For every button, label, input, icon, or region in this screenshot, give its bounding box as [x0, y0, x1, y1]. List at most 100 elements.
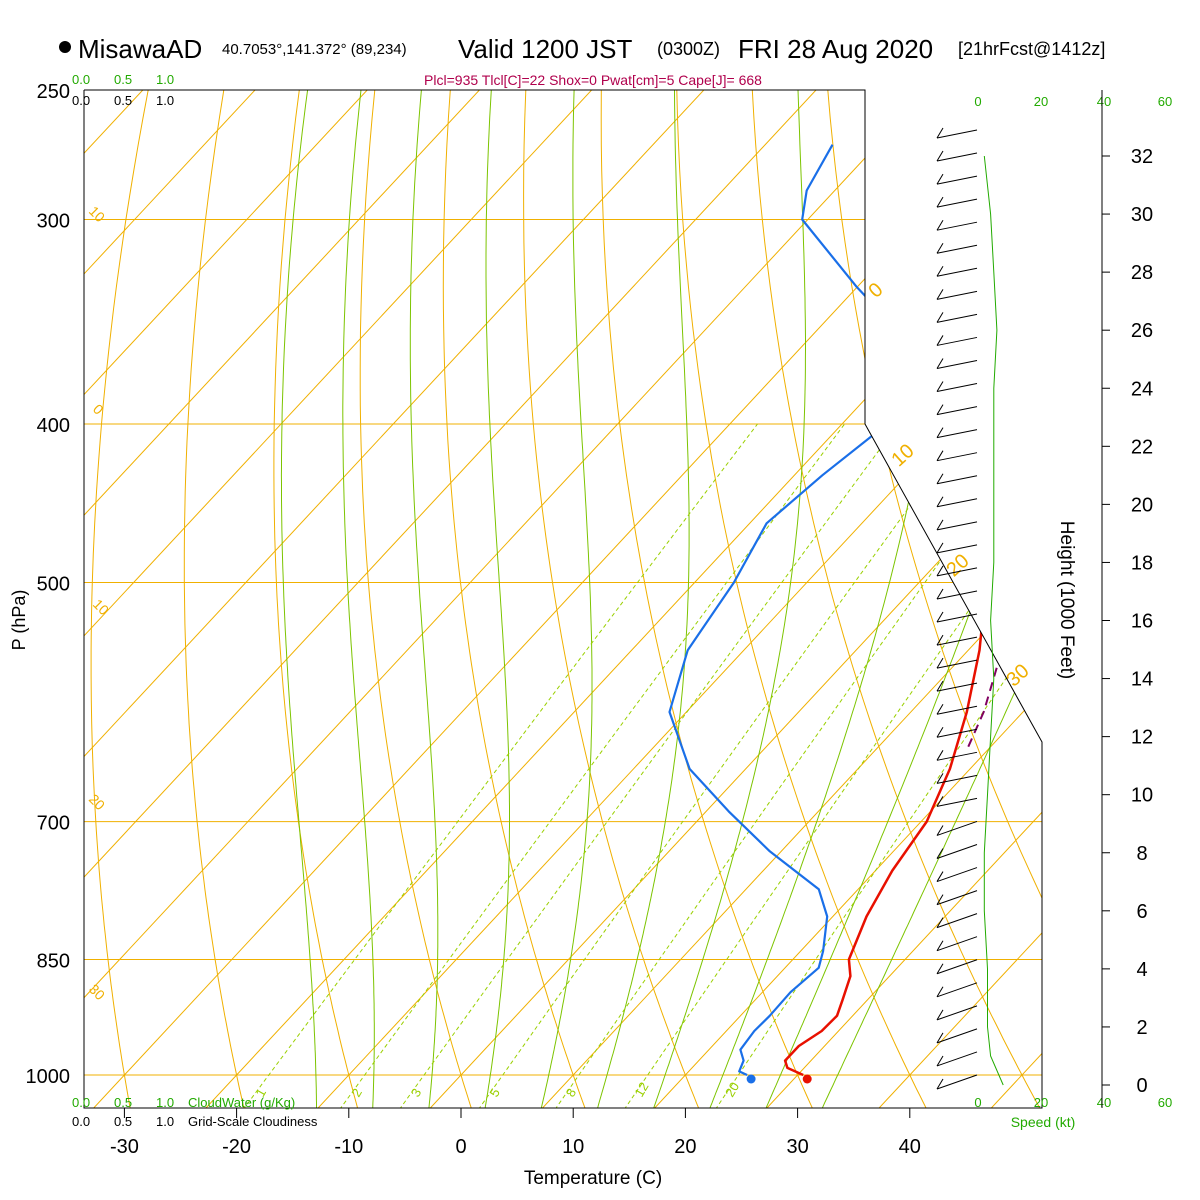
height-tick-label: 10: [1131, 785, 1153, 807]
dry-adiabat-line: [675, 90, 945, 1108]
barb-feather: [936, 825, 944, 836]
wind-barb-icon: [936, 289, 978, 300]
barb-feather: [936, 289, 944, 300]
dry-adiabat-line: [359, 90, 484, 1108]
barb-feather: [936, 657, 944, 669]
station-dot-icon: [59, 41, 71, 53]
barb-feather: [936, 219, 944, 231]
cloud-water-label: CloudWater (g/Kg): [188, 1095, 295, 1110]
barb-staff: [936, 1074, 978, 1090]
cloud-scale-top: 0.0 0.5 1.0 0.0 0.5 1.0: [72, 72, 174, 108]
x-tick-label: -20: [222, 1136, 251, 1158]
wind-barb-icon: [936, 844, 978, 859]
barb-staff: [936, 1028, 978, 1044]
wind-barb-icon: [936, 1028, 978, 1044]
isotherm-line: [84, 90, 732, 1108]
barb-feather: [936, 1055, 944, 1067]
wind-speed-line: [983, 155, 1004, 1086]
speed-tick: 0: [974, 1095, 981, 1110]
x-axis-label: Temperature (C): [524, 1168, 662, 1189]
speed-tick: 20: [1034, 1095, 1048, 1110]
station-coords: 40.7053°,141.372° (89,234): [222, 41, 407, 58]
barb-feather: [936, 773, 944, 784]
height-tick-label: 26: [1131, 320, 1153, 342]
wind-barb-icon: [936, 611, 978, 623]
y-tick-label: 1000: [26, 1066, 71, 1088]
barb-feather: [936, 917, 944, 928]
barb-feather: [936, 1078, 944, 1090]
barb-staff: [936, 636, 978, 646]
barb-feather: [936, 427, 944, 438]
barb-staff: [936, 429, 978, 439]
cloud-water-tick: 0.0: [72, 72, 90, 87]
barb-feather: [936, 381, 944, 392]
speed-tick: 60: [1158, 1095, 1172, 1110]
wind-barb-icon: [936, 312, 978, 323]
barb-staff: [936, 521, 978, 531]
barb-staff: [936, 452, 978, 462]
wind-barb-icon: [936, 634, 978, 646]
barb-staff: [936, 567, 978, 577]
barb-feather: [936, 634, 944, 646]
mixing-ratio-label: 20: [722, 1079, 742, 1099]
barb-staff: [936, 313, 978, 323]
mixing-ratio-line: [714, 423, 1042, 1108]
moist-adiabat-line: [652, 90, 806, 1108]
height-tick-label: 2: [1136, 1017, 1147, 1039]
valid-zulu: (0300Z): [657, 39, 720, 59]
y-tick-label: 850: [37, 951, 70, 973]
barb-staff: [936, 844, 978, 859]
wind-barb-icon: [936, 404, 978, 416]
station-name: MisawaAD: [78, 34, 202, 64]
wind-barb-icon: [936, 1005, 978, 1021]
height-tick-label: 24: [1131, 378, 1153, 400]
wind-barb-icon: [936, 381, 978, 393]
isotherm-line: [84, 90, 395, 1108]
barb-feather: [936, 894, 944, 905]
barb-staff: [936, 682, 978, 692]
isotherm-line: [397, 90, 1042, 1108]
barb-staff: [936, 936, 978, 952]
isotherm-line: [84, 90, 956, 1108]
wind-barb-icon: [936, 657, 978, 669]
cloudiness-tick: 0.5: [114, 1114, 132, 1129]
barb-feather: [936, 727, 944, 738]
mixing-ratio-line: [477, 423, 970, 1108]
barb-feather: [936, 542, 944, 554]
x-tick-label: 0: [455, 1136, 466, 1158]
dry-adiabat-line: [750, 90, 1042, 1108]
x-tick-label: 20: [674, 1136, 696, 1158]
y-tick-label: 400: [37, 415, 70, 437]
wind-barb-icon: [936, 173, 978, 185]
height-tick-label: 4: [1136, 959, 1147, 981]
wind-barb-icon: [936, 519, 978, 531]
barb-staff: [936, 820, 978, 836]
dry-adiabat-line: [523, 90, 714, 1108]
dry-adiabat-line: [442, 90, 599, 1108]
cloud-water-tick: 0.5: [114, 1095, 132, 1110]
height-tick-label: 32: [1131, 146, 1153, 168]
barb-staff: [936, 336, 978, 346]
barb-staff: [936, 867, 978, 883]
barb-feather: [936, 986, 944, 998]
isotherm-line: [734, 90, 1042, 1108]
wind-barb-icon: [936, 680, 978, 692]
barb-staff: [936, 129, 978, 139]
barb-feather: [936, 196, 944, 208]
y-tick-label: 250: [37, 81, 70, 103]
wind-barb-icon: [936, 473, 978, 485]
speed-tick: 40: [1097, 94, 1111, 109]
speed-tick: 0: [974, 94, 981, 109]
barb-feather: [936, 450, 944, 461]
cloudiness-label: Grid-Scale Cloudiness: [188, 1114, 318, 1129]
wind-barb-icon: [936, 358, 978, 369]
barb-staff: [936, 659, 978, 669]
height-tick-label: 14: [1131, 669, 1153, 691]
wind-barb-icon: [936, 796, 978, 807]
moist-adiabat-line: [821, 90, 1042, 1108]
height-tick-label: 18: [1131, 552, 1153, 574]
cloudiness-tick: 0.5: [114, 93, 132, 108]
wind-barb-icon: [936, 820, 978, 836]
surface-dewpoint-dot: [746, 1074, 756, 1084]
barb-staff: [936, 244, 978, 254]
